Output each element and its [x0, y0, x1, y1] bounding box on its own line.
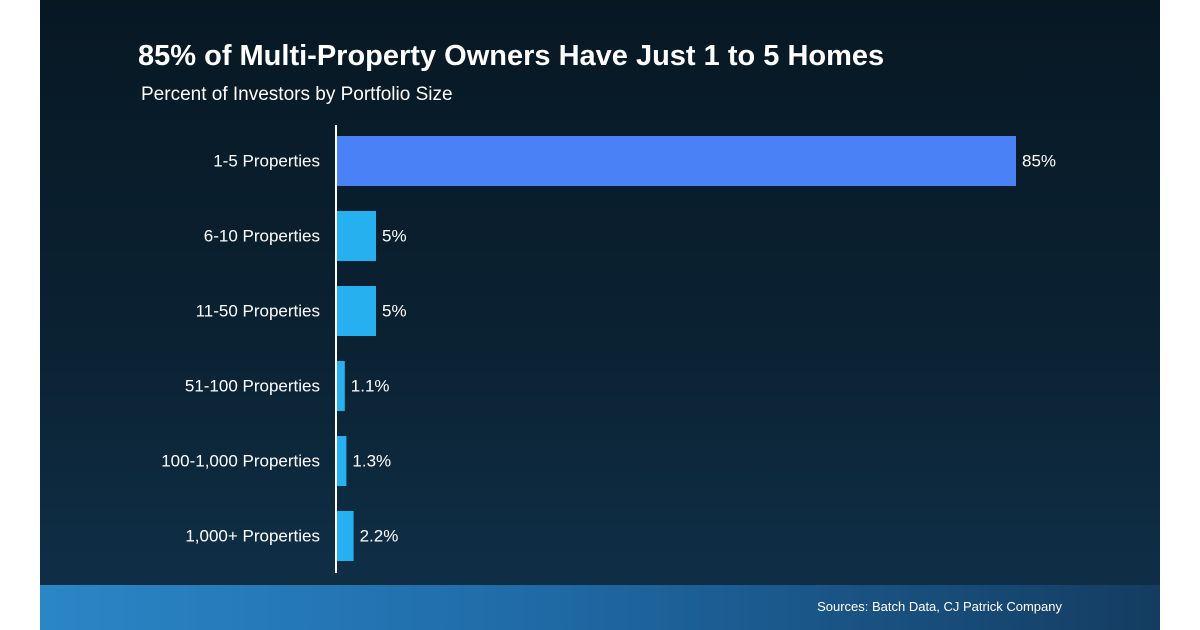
category-label-5: 1,000+ Properties [185, 527, 320, 546]
bar-5 [336, 511, 354, 561]
chart-panel: 85% of Multi-Property Owners Have Just 1… [40, 0, 1160, 630]
category-label-3: 51-100 Properties [185, 377, 320, 396]
value-label-0: 85% [1022, 152, 1056, 171]
value-label-5: 2.2% [360, 527, 399, 546]
bar-3 [336, 361, 345, 411]
footer-bar: Sources: Batch Data, CJ Patrick Company [40, 585, 1160, 630]
bar-0 [336, 136, 1016, 186]
bar-2 [336, 286, 376, 336]
category-label-1: 6-10 Properties [204, 227, 320, 246]
category-label-0: 1-5 Properties [213, 152, 320, 171]
category-label-2: 11-50 Properties [196, 302, 320, 321]
category-label-4: 100-1,000 Properties [161, 452, 320, 471]
value-label-1: 5% [382, 227, 407, 246]
value-label-4: 1.3% [352, 452, 391, 471]
value-label-3: 1.1% [351, 377, 390, 396]
value-label-2: 5% [382, 302, 407, 321]
labels-group: 1-5 Properties 85% 6-10 Properties 5% 11-50 … [161, 152, 1056, 546]
chart-subtitle: Percent of Investors by Portfolio Size [141, 84, 453, 105]
bars-group [336, 136, 1016, 561]
chart-title: 85% of Multi-Property Owners Have Just 1… [138, 40, 885, 72]
bar-1 [336, 211, 376, 261]
bar-chart: 1-5 Properties 85% 6-10 Properties 5% 11-50 … [161, 125, 1056, 573]
source-note: Sources: Batch Data, CJ Patrick Company [817, 599, 1062, 614]
bar-4 [336, 436, 347, 486]
